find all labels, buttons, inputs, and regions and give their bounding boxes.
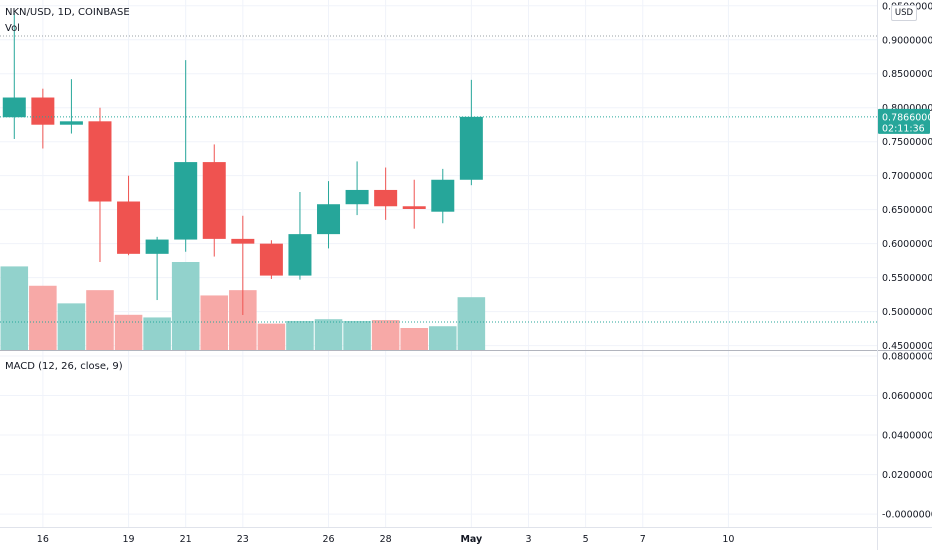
- macd-tick-label: 0.02000000: [882, 470, 932, 481]
- volume-bar: [343, 320, 371, 350]
- currency-button[interactable]: USD: [891, 5, 917, 21]
- volume-bar: [57, 303, 86, 350]
- time-tick-label: 16: [37, 534, 49, 545]
- volume-bar: [171, 262, 200, 350]
- time-tick-label: 5: [583, 534, 589, 545]
- volume-bar: [0, 266, 29, 350]
- current-price-badge-bg: [878, 108, 930, 134]
- candle-body: [402, 206, 426, 209]
- candle-body: [117, 201, 141, 254]
- volume-bar: [143, 317, 171, 350]
- time-tick-label: 28: [380, 534, 392, 545]
- time-tick-label: 26: [322, 534, 334, 545]
- time-tick-label: 7: [640, 534, 646, 545]
- time-tick-label: 19: [123, 534, 135, 545]
- time-tick-label: 3: [525, 534, 531, 545]
- volume-bars: [0, 262, 486, 350]
- volume-bar: [371, 320, 400, 350]
- candle-body: [374, 189, 398, 207]
- macd-tick-label: -0.00000000: [882, 510, 932, 521]
- candle-body: [31, 97, 55, 125]
- grid-lines: [0, 0, 877, 527]
- countdown-label: 02:11:36: [882, 123, 925, 134]
- candle-body: [345, 189, 369, 205]
- volume-bar: [114, 314, 143, 350]
- volume-bar: [86, 290, 114, 350]
- candle-body: [459, 116, 483, 180]
- candle-body: [88, 121, 112, 202]
- volume-bar: [257, 323, 286, 350]
- volume-bar: [29, 285, 57, 350]
- candle-body: [317, 204, 341, 235]
- volume-bar: [400, 328, 429, 350]
- candlesticks: [2, 12, 483, 315]
- time-tick-label: May: [460, 534, 483, 545]
- candle-body: [145, 239, 169, 254]
- volume-bar: [200, 295, 229, 350]
- symbol-legend[interactable]: NKN/USD, 1D, COINBASE: [5, 7, 130, 18]
- volume-legend[interactable]: Vol: [5, 23, 20, 34]
- candle-body: [288, 234, 312, 276]
- macd-legend[interactable]: MACD (12, 26, close, 9): [5, 361, 123, 372]
- time-tick-label: 10: [722, 534, 734, 545]
- volume-bar: [429, 326, 457, 350]
- candle-body: [231, 238, 255, 244]
- time-axis[interactable]: 16 19 21 23 26 28 May 3 5 7 10: [37, 534, 735, 545]
- volume-bar: [286, 320, 314, 350]
- volume-bar: [314, 319, 343, 350]
- time-tick-label: 21: [180, 534, 192, 545]
- candle-body: [202, 162, 226, 239]
- candle-body: [431, 179, 455, 212]
- volume-bar: [457, 297, 486, 350]
- time-tick-label: 23: [237, 534, 249, 545]
- candle-body: [2, 97, 26, 118]
- candle-body: [259, 243, 283, 276]
- price-lines: [0, 35, 877, 323]
- candle-body: [174, 162, 198, 240]
- candle-body: [59, 121, 83, 125]
